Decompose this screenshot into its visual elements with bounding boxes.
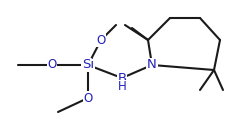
Text: O: O bbox=[83, 92, 93, 104]
Text: H: H bbox=[118, 80, 126, 94]
Text: B: B bbox=[118, 72, 127, 85]
Text: O: O bbox=[47, 58, 57, 72]
Text: O: O bbox=[96, 33, 106, 46]
Text: Si: Si bbox=[82, 58, 94, 72]
Text: N: N bbox=[147, 58, 157, 72]
